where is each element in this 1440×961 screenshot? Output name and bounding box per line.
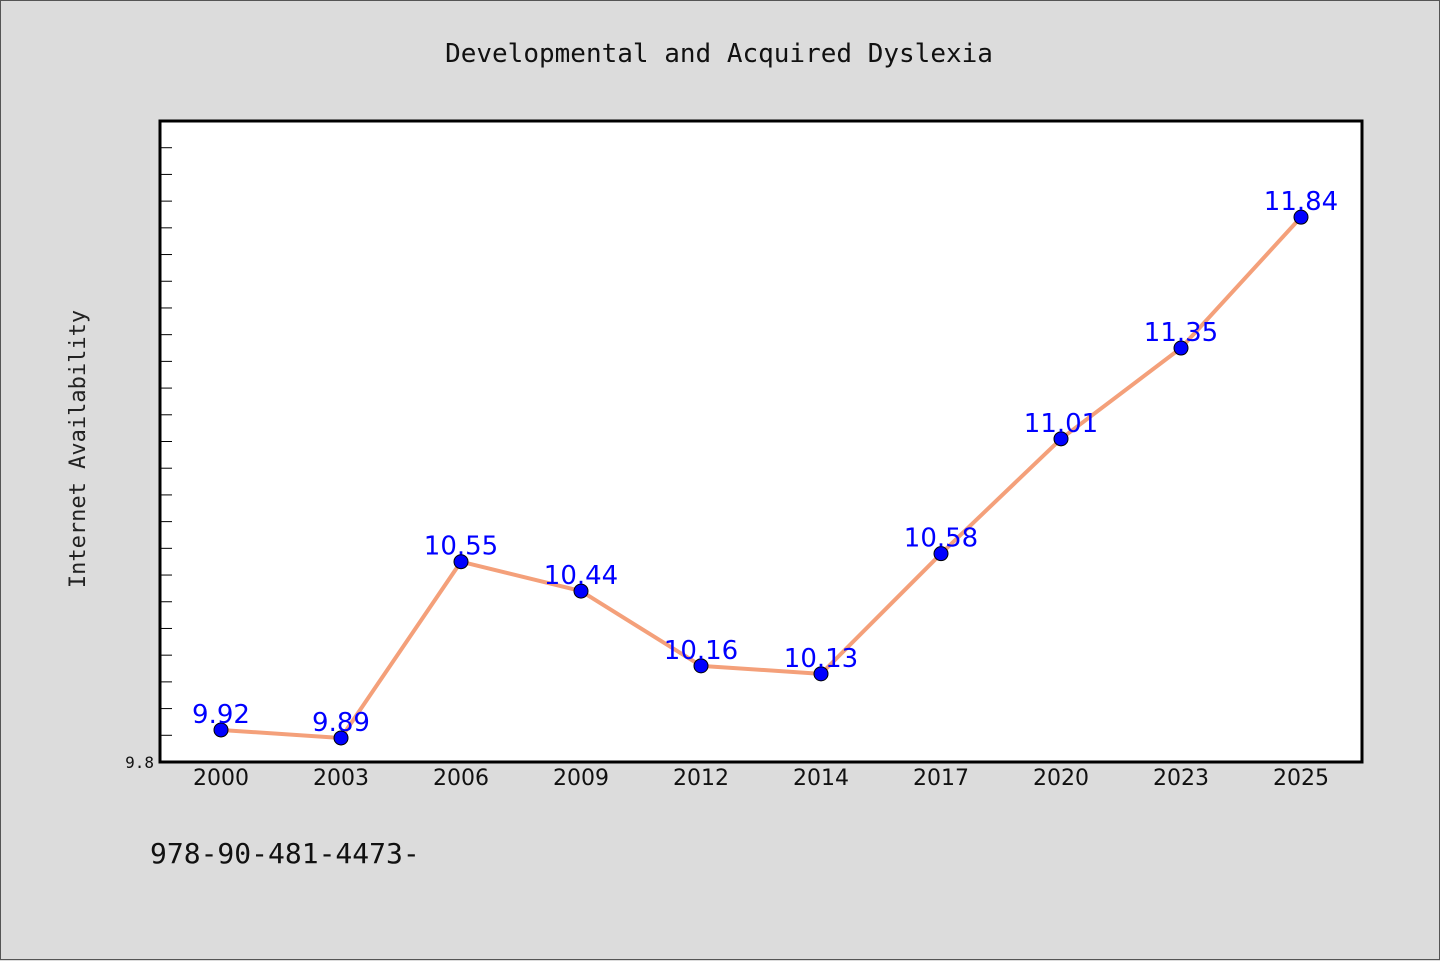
data-label: 10.58 (904, 524, 978, 554)
x-tick-label: 2014 (793, 766, 849, 791)
data-point (1173, 340, 1189, 356)
data-label: 11.01 (1024, 409, 1098, 439)
data-label: 11.35 (1144, 318, 1218, 348)
x-tick-label: 2009 (553, 766, 609, 791)
data-point (1053, 431, 1069, 447)
x-tick-label: 2020 (1033, 766, 1089, 791)
data-labels: 9.92 9.89 10.55 10.44 10.16 10.13 10.58 11.01 11… (192, 187, 1338, 738)
series-line-group (220, 215, 1303, 740)
data-label: 9.92 (192, 700, 250, 730)
data-label: 10.55 (424, 532, 498, 562)
chart-title: Developmental and Acquired Dyslexia (445, 39, 993, 69)
data-point (933, 546, 949, 562)
x-axis-tick-labels: 2000 2003 2006 2009 2012 2014 2017 2020 2023 2025 (193, 766, 1329, 791)
isbn-footer: 978-90-481-4473- (150, 837, 420, 870)
data-point (213, 722, 229, 738)
x-tick-label: 2017 (913, 766, 969, 791)
y-axis-ticks: 9.8 (125, 147, 172, 772)
x-tick-label: 2012 (673, 766, 729, 791)
y-tick-label: 9.8 (125, 753, 154, 772)
data-label: 9.89 (312, 708, 370, 738)
data-point (573, 583, 589, 599)
x-tick-label: 2006 (433, 766, 489, 791)
data-label: 10.16 (664, 636, 738, 666)
series-line (220, 215, 1303, 740)
data-point (333, 730, 349, 746)
data-point (693, 658, 709, 674)
x-tick-label: 2023 (1153, 766, 1209, 791)
data-point-markers (213, 209, 1309, 746)
data-point (1293, 209, 1309, 225)
y-axis-label: Internet Availability (66, 310, 91, 588)
x-tick-label: 2025 (1273, 766, 1329, 791)
data-point (453, 554, 469, 570)
plot-area (158, 119, 1364, 764)
data-label: 10.13 (784, 644, 858, 674)
data-label: 11.84 (1264, 187, 1338, 217)
x-tick-label: 2000 (193, 766, 249, 791)
data-label: 10.44 (544, 561, 618, 591)
data-point (813, 666, 829, 682)
x-tick-label: 2003 (313, 766, 369, 791)
